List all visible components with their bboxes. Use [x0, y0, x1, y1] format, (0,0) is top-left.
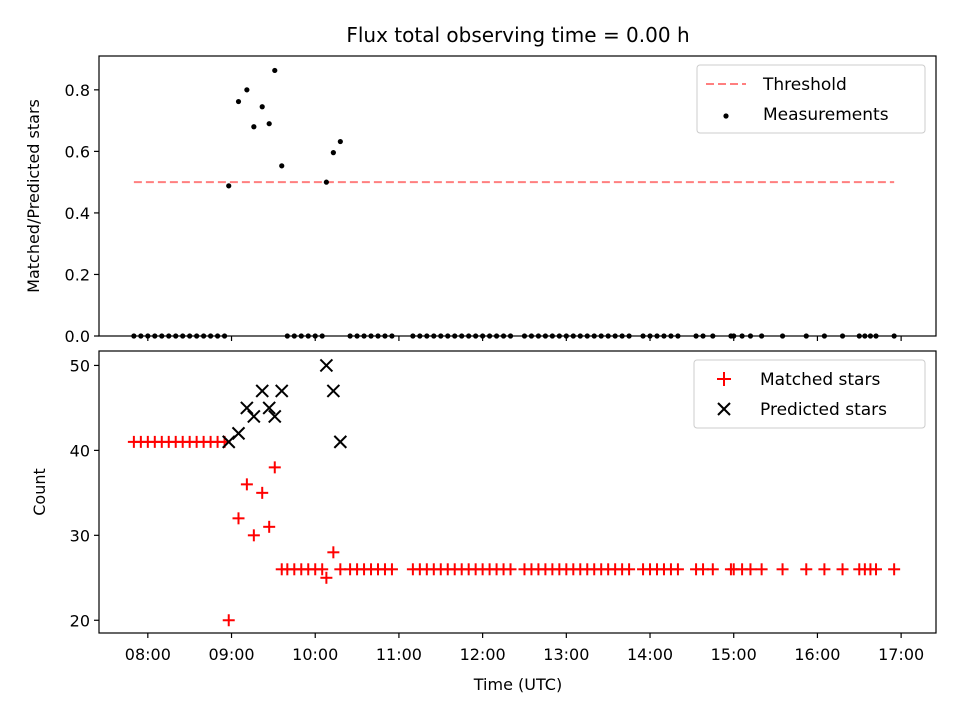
predicted-point: [240, 401, 254, 415]
matched-point: [320, 571, 333, 584]
x-tick-label: 17:00: [878, 645, 924, 664]
top-y-tick-label: 0.8: [65, 81, 90, 100]
legend-predicted-label: Predicted stars: [760, 400, 887, 420]
x-axis-label: Time (UTC): [473, 675, 562, 694]
measurement-point: [259, 104, 265, 110]
matched-point: [776, 563, 789, 576]
matched-point: [247, 529, 260, 542]
top-y-ticks: 0.0 0.2 0.4 0.6 0.8: [65, 81, 99, 346]
matched-point: [755, 563, 768, 576]
bottom-x-ticks: 08:00 09:00 10:00 11:00 12:00 13:00 14:00 15:00…: [125, 633, 924, 664]
x-tick-label: 09:00: [208, 645, 254, 664]
predicted-point: [275, 384, 289, 398]
chart-title: Flux total observing time = 0.00 h: [346, 23, 689, 47]
measurement-point: [244, 87, 250, 93]
predicted-point: [333, 435, 348, 449]
predicted-point: [319, 358, 334, 373]
measurement-point: [323, 179, 329, 185]
matched-star-points: [127, 435, 901, 627]
x-tick-label: 15:00: [711, 645, 757, 664]
top-legend: Threshold Measurements: [696, 64, 926, 134]
top-panel: 0.00.20.40.60.8 Matched/Predicted stars …: [24, 55, 937, 346]
legend-matched-label: Matched stars: [760, 370, 880, 390]
legend-predicted-swatch: [717, 402, 731, 416]
x-tick-label: 14:00: [627, 645, 673, 664]
top-y-axis-label: Matched/Predicted stars: [24, 99, 43, 293]
bottom-legend: Matched stars Predicted stars: [693, 359, 926, 429]
predicted-point: [247, 409, 261, 424]
bottom-legend-box: [693, 359, 926, 429]
bottom-y-tick-label: 50: [70, 356, 90, 375]
x-tick-label: 12:00: [460, 645, 506, 664]
measurement-point: [235, 98, 242, 105]
top-legend-box: [696, 64, 926, 134]
legend-measurements-label: Measurements: [763, 105, 889, 125]
matched-point: [870, 563, 883, 576]
legend-matched-swatch: [717, 372, 731, 386]
top-x-ticks: [147, 336, 902, 341]
bottom-y-ticks: 20 30 40 50: [70, 356, 99, 630]
matched-point: [316, 563, 329, 576]
predicted-star-points: [222, 358, 348, 449]
matched-point: [222, 614, 235, 627]
matched-point: [232, 512, 245, 525]
measurement-point: [226, 183, 232, 189]
measurement-points: [226, 67, 343, 189]
matched-point: [800, 563, 813, 576]
matched-point: [836, 563, 849, 576]
bottom-y-tick-label: 20: [70, 611, 90, 630]
matched-point: [818, 563, 831, 576]
matched-point: [623, 563, 636, 576]
matched-point: [263, 520, 276, 533]
matched-point: [385, 563, 398, 576]
predicted-point: [268, 409, 282, 424]
bottom-panel: 20 30 40 50 08:00 09:00 10:00 11:00 12:00 13:00 1…: [30, 350, 937, 694]
x-tick-label: 08:00: [125, 645, 171, 664]
legend-measurements-swatch: [723, 113, 729, 119]
top-y-tick-label: 0.2: [65, 265, 90, 284]
top-y-tick-label: 0.4: [65, 204, 90, 223]
measurement-point: [251, 124, 257, 130]
predicted-point: [231, 426, 246, 441]
bottom-y-tick-label: 30: [70, 526, 90, 545]
x-tick-label: 16:00: [794, 645, 840, 664]
matched-point: [240, 478, 253, 491]
legend-threshold-label: Threshold: [762, 75, 847, 95]
measurement-point: [330, 150, 336, 156]
matched-point: [504, 563, 517, 576]
measurement-point: [272, 67, 278, 74]
x-tick-label: 13:00: [543, 645, 589, 664]
matched-point: [744, 563, 757, 576]
bottom-y-tick-label: 40: [70, 441, 90, 460]
matched-point: [706, 563, 719, 576]
top-y-tick-label: 0.0: [65, 327, 90, 346]
matched-point: [268, 461, 281, 474]
bottom-plot-frame: [98, 350, 937, 634]
predicted-point: [326, 384, 341, 398]
predicted-point: [262, 401, 276, 415]
x-tick-label: 10:00: [292, 645, 338, 664]
predicted-point: [255, 384, 269, 398]
top-plot-frame: [98, 55, 937, 337]
matched-point: [888, 563, 901, 576]
matched-point: [256, 486, 269, 499]
measurement-point: [279, 163, 285, 169]
top-y-tick-label: 0.6: [65, 142, 90, 161]
x-tick-label: 11:00: [376, 645, 422, 664]
measurement-point: [266, 121, 272, 127]
bottom-y-axis-label: Count: [30, 468, 49, 516]
matched-point: [327, 546, 340, 559]
matched-point: [671, 563, 684, 576]
measurement-point: [337, 138, 343, 145]
